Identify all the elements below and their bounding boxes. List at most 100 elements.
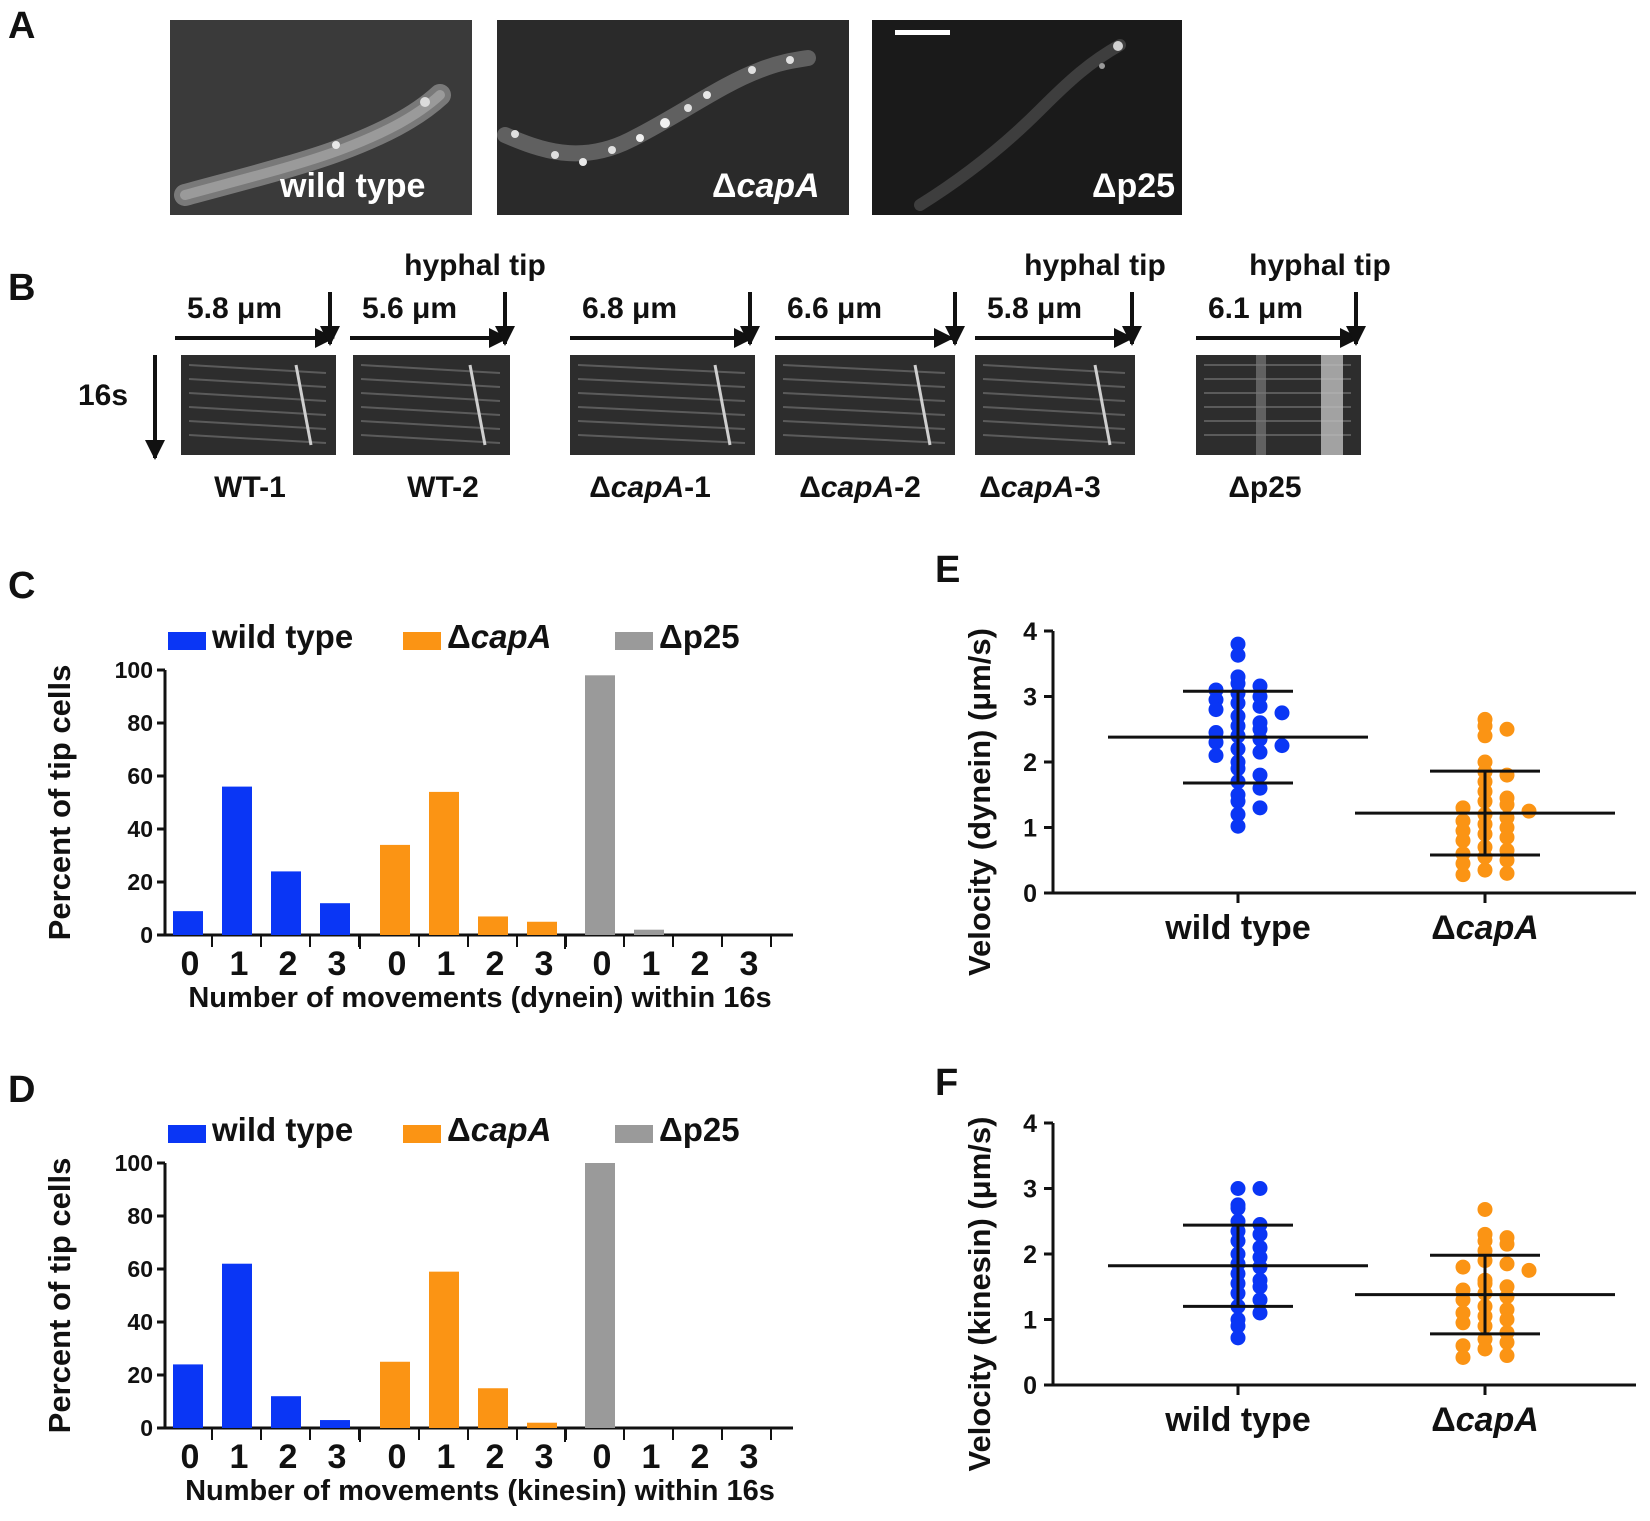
data-point (1499, 1289, 1515, 1305)
data-point (1252, 1292, 1268, 1308)
data-point (1252, 1226, 1268, 1242)
y-tick-label: 2 (1023, 749, 1037, 777)
data-point (1252, 1181, 1268, 1196)
data-point (1455, 1315, 1471, 1331)
kymograph-track (713, 364, 732, 446)
kymograph-label: ΔcapA-1 (589, 471, 711, 504)
x-tick-label: 1 (230, 945, 249, 983)
bar (380, 1361, 410, 1428)
kymograph-3: 6.8 μm ΔcapA-1 (570, 292, 760, 504)
data-point (1455, 1259, 1471, 1275)
bar (271, 1396, 301, 1428)
micrograph-capa: ΔcapA (497, 20, 849, 215)
micrograph-label: Δp25 (1092, 167, 1175, 205)
data-point (1252, 800, 1268, 816)
y-axis-title: Velocity (dynein) (μm/s) (962, 628, 997, 976)
y-tick-label: 0 (1023, 880, 1037, 908)
legend-swatch (403, 1125, 441, 1143)
kymograph-track (782, 406, 946, 416)
legend-swatch (168, 1125, 206, 1143)
data-point (1499, 797, 1515, 813)
bar (173, 1364, 203, 1428)
kymograph-track (294, 364, 313, 446)
legend-label: ΔcapA (447, 1111, 551, 1148)
x-tick-label: 0 (181, 1438, 200, 1476)
distance-label: 6.6 μm (787, 292, 882, 325)
data-point (1499, 829, 1515, 845)
x-tick-label: 3 (535, 945, 554, 983)
bar (320, 903, 350, 935)
x-tick-label: 0 (388, 1438, 407, 1476)
data-point (1230, 1318, 1246, 1334)
x-tick-label: 3 (535, 1438, 554, 1476)
kymograph-track (982, 420, 1126, 430)
x-tick-label: 2 (279, 1438, 298, 1476)
legend: wild type ΔcapA Δp25 (168, 618, 740, 655)
kymograph-track (188, 406, 327, 416)
y-tick-label: 3 (1023, 1176, 1037, 1204)
bar (585, 675, 615, 935)
bar (429, 791, 459, 935)
kymograph-track (782, 420, 946, 430)
x-axis-title: Number of movements (kinesin) within 16s (185, 1475, 775, 1507)
data-point (1521, 803, 1537, 819)
data-point (1208, 702, 1224, 718)
kymograph-track (360, 406, 501, 416)
hyphal-tip-label: hyphal tip (1249, 249, 1391, 282)
panel-letter-d: D (8, 1069, 35, 1111)
y-tick-label: 1 (1023, 1307, 1037, 1335)
data-point (1252, 1305, 1268, 1321)
bar (222, 1263, 252, 1428)
y-axis-title: Velocity (kinesin) (μm/s) (962, 1117, 997, 1472)
bar (173, 911, 203, 935)
kymograph-track (360, 434, 501, 444)
hyphal-tip-label: hyphal tip (1024, 249, 1166, 282)
kymograph-track (782, 434, 946, 444)
kymograph-6: 6.1 μm hyphal tip Δp25 (1196, 249, 1391, 504)
x-tick-label: 1 (642, 945, 661, 983)
data-point (1477, 1341, 1493, 1357)
scale-bar (895, 30, 950, 35)
chart-f-kinesin-velocity: 0 1 2 3 4 wild type ΔcapA Velocity (kinesin) (μ… (962, 1110, 1636, 1471)
data-point (1499, 721, 1515, 737)
data-point (1230, 1200, 1246, 1216)
kymograph-track (468, 364, 487, 446)
data-point (1455, 856, 1471, 872)
x-tick-label: 2 (691, 945, 710, 983)
data-point (1477, 862, 1493, 878)
kymograph-track (577, 378, 746, 388)
panel-letter-f: F (935, 1062, 958, 1104)
data-point (1230, 818, 1246, 834)
bar (222, 786, 252, 935)
x-tick-label: 2 (691, 1438, 710, 1476)
data-point (1252, 744, 1268, 760)
panel-letter-b: B (8, 267, 35, 309)
y-tick-label: 60 (127, 763, 153, 789)
legend-label: Δp25 (659, 618, 740, 655)
y-tick-label: 0 (1023, 1372, 1037, 1400)
bar (271, 871, 301, 935)
bar (478, 1388, 508, 1428)
data-point (1499, 1256, 1515, 1272)
kymograph-track (577, 420, 746, 430)
y-tick-label: 40 (127, 1309, 153, 1335)
x-tick-label: 0 (593, 1438, 612, 1476)
legend: wild type ΔcapA Δp25 (168, 1111, 740, 1148)
kymograph-label: WT-1 (214, 471, 286, 504)
x-tick-label: ΔcapA (1431, 909, 1539, 947)
x-tick-label: 3 (328, 1438, 347, 1476)
kymograph-track (188, 420, 327, 430)
kymograph-track (982, 406, 1126, 416)
kymograph-track (782, 364, 946, 374)
x-tick-label: 1 (437, 1438, 456, 1476)
data-point (1230, 1181, 1246, 1196)
kymograph-track (360, 420, 501, 430)
data-point (1455, 867, 1471, 883)
x-axis-title: Number of movements (dynein) within 16s (188, 982, 771, 1014)
data-point (1499, 1236, 1515, 1252)
data-point (1499, 1334, 1515, 1350)
data-point (1252, 698, 1268, 714)
